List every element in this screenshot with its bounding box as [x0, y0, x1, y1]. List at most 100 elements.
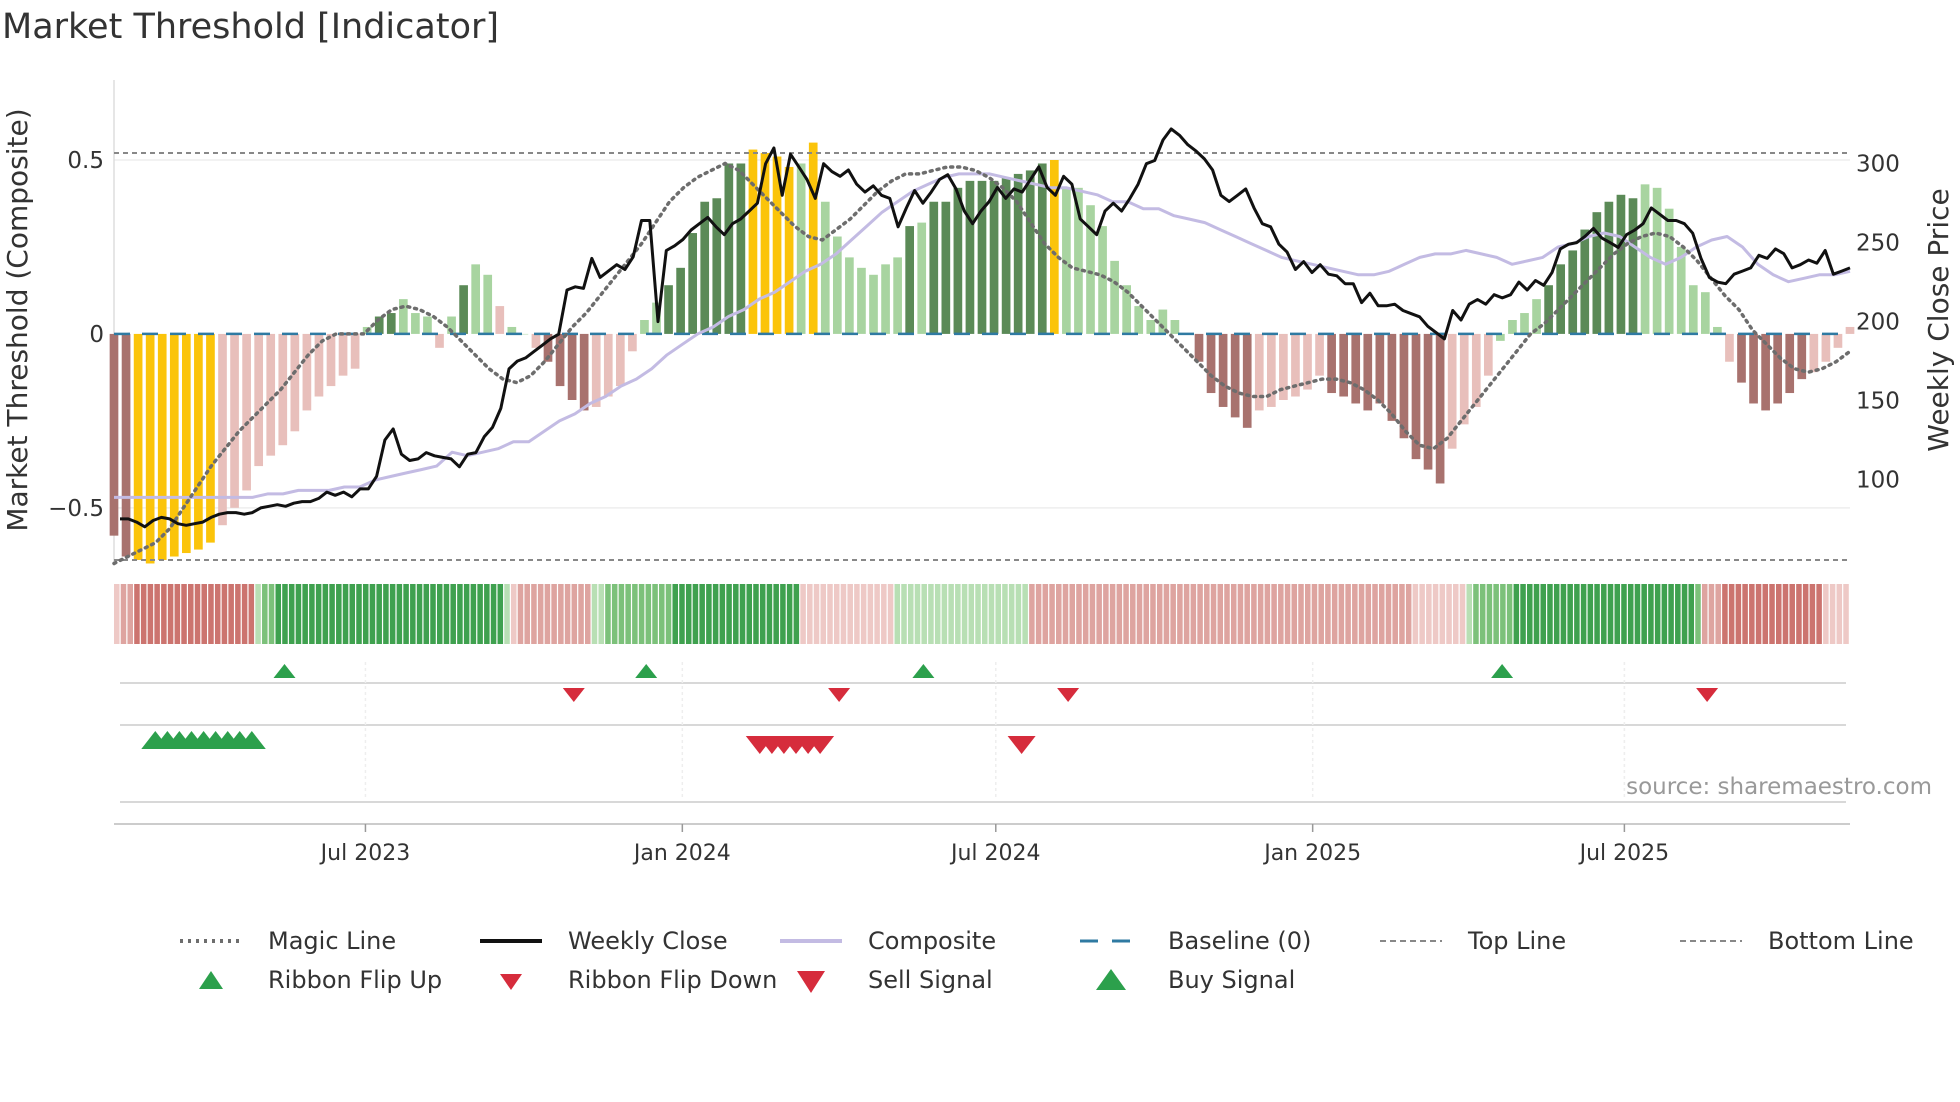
ribbon-cell	[625, 584, 631, 644]
ribbon-cell	[436, 584, 443, 644]
magic-line	[112, 161, 1852, 566]
lines-layer	[112, 127, 1852, 566]
composite-bar	[796, 163, 806, 334]
ribbon-cell	[1506, 584, 1513, 644]
ribbon-cell	[982, 584, 988, 644]
ribbon-cell	[362, 584, 369, 644]
ribbon-cell	[1190, 584, 1197, 644]
composite-bar	[1254, 333, 1264, 411]
composite-bar	[1737, 333, 1746, 383]
ribbon-cell	[1782, 584, 1789, 644]
ribbon-cell	[248, 584, 255, 644]
ribbon-cell	[887, 584, 894, 644]
ribbon-cell	[1823, 584, 1829, 644]
ribbon-cell	[524, 584, 530, 644]
ribbon-cell	[1163, 584, 1170, 644]
composite-bar	[1797, 333, 1807, 380]
ribbon-cell	[208, 584, 214, 644]
composite-bar	[1158, 309, 1168, 334]
ribbon-cell	[1567, 584, 1573, 644]
composite-bar	[1749, 333, 1758, 404]
composite-bar	[266, 333, 276, 456]
ribbon-cell	[315, 584, 322, 644]
composite-bar	[181, 333, 191, 554]
ribbon-cell	[975, 584, 981, 644]
ribbon-cell	[430, 584, 436, 644]
composite-bar	[1459, 333, 1469, 425]
legend-label: Bottom Line	[1768, 927, 1914, 955]
composite-bar	[1568, 250, 1578, 334]
ribbon-cell	[1170, 584, 1176, 644]
ribbon-cell	[221, 584, 228, 644]
ribbon-cell	[1547, 584, 1553, 644]
ribbon-cell	[712, 584, 719, 644]
ribbon-cell	[914, 584, 921, 644]
ribbon-cell	[1378, 584, 1385, 644]
ribbon-cell	[1843, 584, 1849, 644]
ribbon-cell	[1641, 584, 1647, 644]
legend-label: Baseline (0)	[1168, 927, 1312, 955]
composite-bar	[1688, 285, 1698, 334]
ribbon-cell	[766, 584, 773, 644]
ribbon-cell	[1601, 584, 1607, 644]
composite-bar	[230, 333, 239, 508]
composite-bar	[386, 313, 396, 334]
ribbon-cell	[585, 584, 591, 644]
composite-bar	[1761, 333, 1770, 411]
composite-bar	[1556, 264, 1566, 334]
ribbon-cell	[1358, 584, 1365, 644]
ribbon-cell	[813, 584, 820, 644]
composite-bar	[965, 180, 975, 334]
ribbon-cell	[948, 584, 954, 644]
composite-bar	[145, 333, 155, 564]
ribbon-cell	[1816, 584, 1822, 644]
ribbon-cell	[1204, 584, 1210, 644]
legend-label: Weekly Close	[568, 927, 728, 955]
composite-bar	[736, 163, 746, 334]
ribbon-cell	[773, 584, 779, 644]
composite-bar	[169, 333, 179, 557]
ribbon-cell	[1769, 584, 1775, 644]
composite-bar	[1206, 333, 1216, 394]
ribbon-cell	[1500, 584, 1506, 644]
left-tick-label: 0	[89, 322, 104, 348]
composite-bar	[1411, 333, 1421, 460]
ribbon-cell	[1325, 584, 1331, 644]
composite-bar	[1098, 226, 1107, 334]
composite-bar	[1025, 170, 1035, 334]
ribbon-cell	[1069, 584, 1076, 644]
ribbon-cell	[1271, 584, 1277, 644]
composite-bar	[1785, 333, 1795, 394]
ribbon-cell	[1244, 584, 1250, 644]
composite-bar	[905, 226, 915, 334]
composite-bar	[543, 333, 553, 362]
ribbon-cell	[537, 584, 544, 644]
ribbon-cell	[1062, 584, 1069, 644]
ribbon-cell	[847, 584, 853, 644]
ribbon-cell	[1755, 584, 1762, 644]
composite-bar	[1363, 333, 1373, 411]
ribbon-cell	[1197, 584, 1203, 644]
composite-bar	[1423, 333, 1433, 470]
composite-bar	[1351, 333, 1361, 404]
ribbon-cell	[968, 584, 975, 644]
ribbon-cell	[181, 584, 187, 644]
ribbon-cell	[1775, 584, 1782, 644]
ribbon-cell	[881, 584, 887, 644]
ribbon-cell	[1103, 584, 1109, 644]
composite-bar	[531, 333, 541, 348]
ribbon-cell	[1035, 584, 1042, 644]
ribbon-cell	[1002, 584, 1008, 644]
composite-bar	[1821, 333, 1831, 362]
ribbon-cell	[726, 584, 732, 644]
ribbon-cell	[484, 584, 490, 644]
ribbon-cell	[1399, 584, 1405, 644]
ribbon-cell	[268, 584, 275, 644]
ribbon-cell	[1224, 584, 1230, 644]
composite-bar	[893, 257, 902, 334]
ribbon-cell	[463, 584, 470, 644]
ribbon-flip-up-marker	[635, 664, 658, 678]
ribbon-cell	[147, 584, 154, 644]
composite-bar	[1447, 333, 1457, 449]
ribbon-cell	[672, 584, 679, 644]
